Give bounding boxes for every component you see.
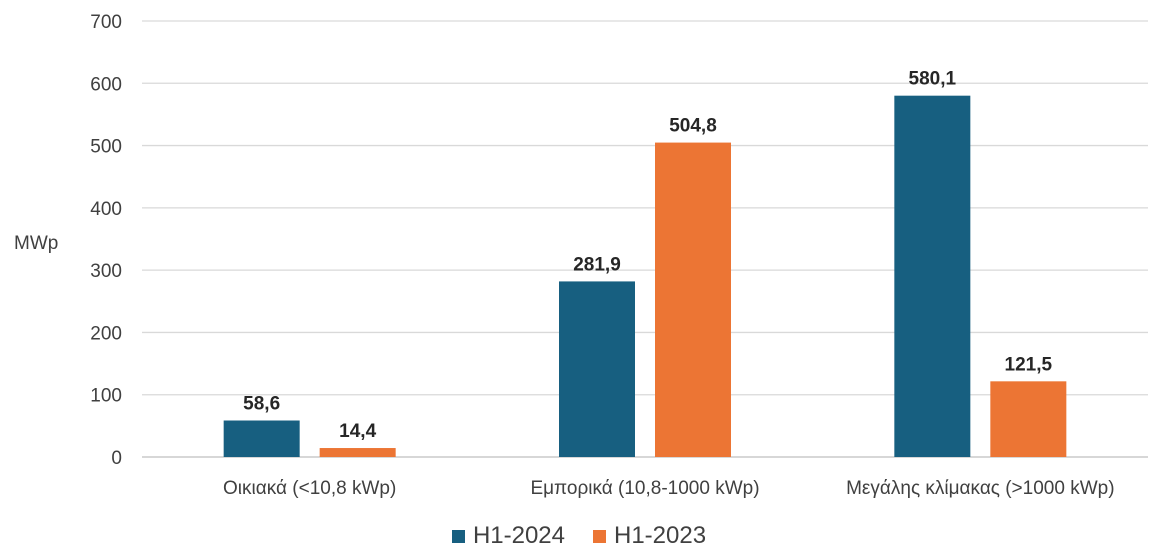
- legend: H1-2024 H1-2023: [0, 522, 1158, 550]
- legend-item-h1-2023: H1-2023: [593, 522, 706, 550]
- legend-item-h1-2024: H1-2024: [451, 522, 565, 550]
- y-tick-label: 100: [90, 386, 122, 407]
- bar: [655, 142, 731, 457]
- category-label: Οικιακά (<10,8 kWp): [223, 478, 396, 499]
- bar: [990, 381, 1067, 457]
- legend-swatch: [593, 529, 606, 543]
- legend-label: H1-2024: [472, 522, 565, 549]
- bar-chart: 0 100 200 300 400 500 600 700 MWp 58,6 14,4 281,9…: [14, 12, 1148, 499]
- category-label: Μεγάλης κλίμακας (>1000 kWp): [846, 478, 1114, 499]
- y-tick-label: 400: [90, 199, 122, 220]
- gridlines: [142, 20, 1148, 458]
- data-label: 504,8: [669, 116, 717, 137]
- y-tick-label: 600: [90, 74, 122, 95]
- bars: [223, 95, 1067, 457]
- data-label: 281,9: [573, 254, 621, 275]
- data-label: 580,1: [909, 69, 957, 90]
- y-tick-label: 200: [90, 323, 122, 344]
- data-label: 121,5: [1005, 354, 1053, 375]
- y-tick-label: 500: [90, 137, 122, 158]
- category-labels: Οικιακά (<10,8 kWp) Εμπορικά (10,8-1000 k…: [223, 478, 1115, 499]
- bar: [223, 420, 300, 457]
- bar: [559, 281, 635, 457]
- data-labels: 58,6 14,4 281,9 504,8 580,1 121,5: [243, 69, 1052, 442]
- legend-swatch: [451, 529, 465, 543]
- y-tick-label: 0: [111, 448, 122, 469]
- y-axis-ticks: 0 100 200 300 400 500 600 700: [90, 12, 122, 469]
- y-axis-label: MWp: [14, 233, 58, 254]
- bar: [894, 95, 971, 457]
- category-label: Εμπορικά (10,8-1000 kWp): [530, 478, 759, 499]
- bar: [319, 448, 396, 457]
- y-tick-label: 300: [90, 261, 122, 282]
- data-label: 14,4: [339, 421, 376, 442]
- data-label: 58,6: [243, 394, 280, 415]
- legend-label: H1-2023: [614, 522, 707, 549]
- y-tick-label: 700: [90, 12, 122, 33]
